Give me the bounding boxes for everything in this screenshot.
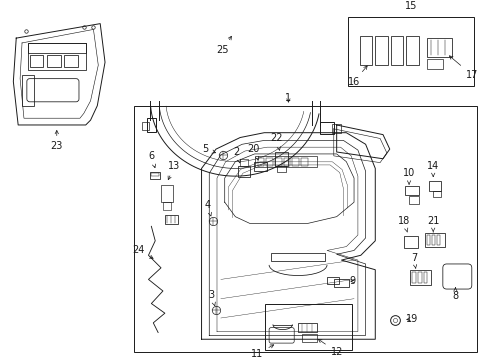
Bar [257,158,264,166]
Bar [270,253,325,261]
Text: 25: 25 [216,36,231,55]
Text: 8: 8 [451,288,458,301]
Bar [428,181,440,190]
Text: 20: 20 [247,144,259,160]
Bar [301,334,317,342]
Text: 15: 15 [404,1,416,11]
Bar [408,197,418,204]
Text: 5: 5 [202,144,215,154]
Bar [30,55,43,67]
Bar [427,59,442,69]
Bar [411,272,415,283]
Bar [28,43,85,53]
Bar [423,272,427,283]
Text: 19: 19 [405,314,417,324]
Text: 7: 7 [410,253,416,269]
Bar [333,279,348,287]
Bar [374,36,387,65]
Text: 1: 1 [285,93,291,103]
Text: 24: 24 [132,246,153,258]
Text: 16: 16 [347,66,366,86]
Text: 6: 6 [148,151,155,168]
Bar [431,235,434,245]
Bar [326,278,338,284]
Bar [22,75,34,106]
Bar [331,124,341,133]
Bar [320,122,333,134]
Text: 23: 23 [50,130,63,151]
Text: 11: 11 [251,345,273,359]
Bar [264,303,351,350]
Bar [436,235,439,245]
Bar [142,122,149,130]
Text: 21: 21 [426,216,439,232]
Bar [161,185,172,202]
Bar [417,272,421,283]
Text: 9: 9 [348,276,354,286]
Bar [274,158,281,166]
Bar [347,17,473,86]
Bar [134,106,476,352]
Bar [240,159,247,166]
Bar [298,323,317,333]
Bar [409,270,430,285]
Bar [405,186,418,195]
Bar [300,158,307,166]
Bar [150,172,160,179]
Text: 13: 13 [168,161,180,180]
Bar [238,166,249,177]
Bar [254,156,317,167]
Bar [425,233,444,247]
Text: 17: 17 [448,56,477,80]
Bar [359,36,372,65]
Bar [47,55,61,67]
Bar [253,162,266,171]
Bar [404,236,417,248]
Bar [292,158,299,166]
Text: 10: 10 [402,168,414,184]
Bar [432,190,440,197]
Bar [164,215,178,224]
Bar [265,158,272,166]
Text: 18: 18 [397,216,409,232]
Bar [274,152,288,166]
Bar [28,43,85,70]
Text: 12: 12 [318,339,342,357]
Text: 22: 22 [270,134,283,150]
Bar [146,118,156,132]
Text: 2: 2 [233,147,240,163]
Bar [390,36,403,65]
Bar [276,166,286,172]
Bar [283,158,290,166]
Text: 14: 14 [426,161,438,176]
Bar [427,38,451,57]
Bar [406,36,418,65]
Text: 3: 3 [208,290,215,306]
Bar [64,55,78,67]
Bar [427,235,429,245]
Text: 4: 4 [204,200,211,216]
Bar [163,202,170,210]
Bar [151,173,159,176]
